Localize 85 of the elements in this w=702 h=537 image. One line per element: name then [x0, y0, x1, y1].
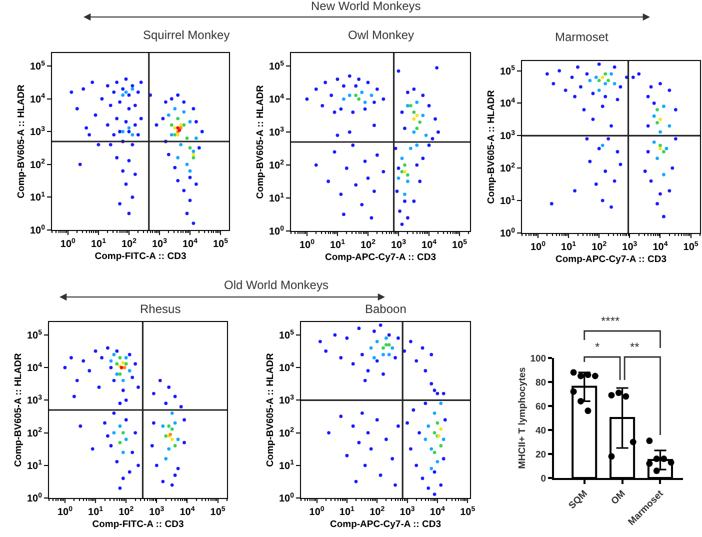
y-axis-title: Comp-BV605-A :: HLADR: [16, 84, 28, 198]
y-tick-label: 10$^{4}$: [268, 93, 284, 106]
x-tick-label: 10$^{3}$: [622, 240, 638, 253]
x-tick-label: 10$^{2}$: [592, 240, 607, 253]
x-tick-label: 10$^{0}$: [309, 506, 324, 518]
y-tick-label: 10$^{4}$: [278, 362, 294, 374]
text: *: [595, 340, 600, 354]
x-tick-label: 10$^{5}$: [452, 238, 468, 251]
y-tick-label: 10$^{2}$: [500, 162, 516, 175]
y-tick-label: 10$^{0}$: [30, 224, 46, 236]
y-tick-label: 10$^{4}$: [26, 362, 42, 374]
y-tick-label: 10$^{2}$: [30, 158, 46, 171]
y-axis-title: Comp-BV605-A :: HLADR: [486, 90, 498, 204]
y-axis-title: Comp-BV605-A :: HLADR: [265, 353, 276, 467]
x-tick-label: 10$^{2}$: [370, 506, 385, 518]
x-axis-title: Comp-APC-Cy7-A :: CD3: [330, 519, 442, 530]
y-tick-label: 10$^{2}$: [26, 427, 42, 440]
x-tick-label: 10$^{2}$: [118, 506, 134, 518]
x-tick-label: 10$^{5}$: [460, 506, 476, 518]
y-tick-label: 60: [536, 401, 546, 412]
y-tick-label: 10$^{1}$: [500, 194, 516, 208]
y-axis-title: Comp-BV605-A :: HLADR: [13, 353, 24, 467]
x-tick-label: 10$^{0}$: [60, 238, 76, 250]
text: New World Monkeys: [311, 0, 421, 13]
y-tick-label: 10$^{3}$: [500, 130, 516, 142]
y-tick-label: 10$^{1}$: [278, 460, 294, 472]
x-tick-label: 10$^{4}$: [180, 506, 195, 518]
x-tick-label: 10$^{1}$: [561, 240, 576, 253]
y-tick-label: 40: [536, 425, 546, 436]
y-tick-label: 10$^{1}$: [268, 192, 284, 205]
chart-title: Owl Monkey: [348, 28, 414, 42]
x-tick-label: 10$^{4}$: [652, 240, 668, 253]
y-tick-label: 10$^{0}$: [268, 225, 284, 238]
x-tick-label: 10$^{5}$: [210, 506, 226, 518]
y-tick-label: 10$^{3}$: [268, 126, 284, 139]
x-tick-label: 10$^{1}$: [339, 506, 355, 518]
y-axis-title: MHCII+ T lymphocytes: [516, 367, 528, 469]
text: Old World Monkeys: [224, 278, 328, 292]
x-tick-label: 10$^{0}$: [57, 506, 73, 518]
y-tick-label: 10$^{5}$: [268, 60, 284, 73]
text: **: [630, 340, 640, 354]
x-tick-label: 10$^{5}$: [683, 240, 698, 253]
x-axis-title: Comp-APC-Cy7-A :: CD3: [555, 254, 667, 266]
chart-title: Squirrel Monkey: [143, 28, 230, 42]
x-tick-label: 10$^{4}$: [430, 506, 446, 518]
y-tick-label: 10$^{3}$: [30, 126, 46, 138]
x-tick-label: 10$^{0}$: [299, 238, 315, 251]
y-tick-label: 10$^{2}$: [278, 427, 294, 440]
x-tick-label: 10$^{1}$: [330, 238, 346, 251]
x-axis-title: Comp-APC-Cy7-A :: CD3: [324, 252, 436, 264]
x-tick-label: 10$^{4}$: [182, 238, 198, 250]
y-axis-title: Comp-BV605-A :: HLADR: [255, 85, 266, 199]
x-tick-label: 10$^{3}$: [390, 238, 406, 251]
y-tick-label: 10$^{5}$: [278, 329, 294, 342]
y-tick-label: 10$^{4}$: [500, 98, 516, 110]
y-tick-label: 0: [540, 473, 546, 484]
x-tick-label: 10$^{4}$: [422, 238, 437, 251]
x-tick-label: 10$^{2}$: [360, 238, 376, 251]
y-tick-label: 80: [536, 377, 546, 388]
chart-title: Marmoset: [555, 30, 610, 44]
x-tick-label: 10$^{3}$: [152, 238, 168, 250]
y-tick-label: 10$^{5}$: [500, 65, 516, 78]
y-tick-label: 10$^{3}$: [26, 394, 42, 407]
y-tick-label: 10$^{4}$: [30, 93, 46, 106]
x-tick-label: 10$^{2}$: [121, 238, 137, 250]
x-tick-label: 10$^{5}$: [212, 238, 228, 250]
x-tick-label: 10$^{3}$: [400, 506, 415, 518]
chart-title: Rhesus: [140, 302, 181, 316]
y-tick-label: 10$^{1}$: [30, 192, 46, 204]
y-tick-label: 10$^{5}$: [26, 329, 42, 342]
x-tick-label: 10$^{1}$: [88, 506, 104, 518]
y-tick-label: 10$^{0}$: [500, 227, 516, 240]
y-tick-label: 100: [530, 353, 546, 364]
y-tick-label: 10$^{5}$: [30, 60, 46, 73]
x-tick-label: 10$^{1}$: [90, 238, 106, 250]
text: ****: [601, 314, 620, 328]
x-tick-label: OM: [609, 488, 628, 507]
y-tick-label: 10$^{3}$: [278, 394, 294, 407]
y-tick-label: 10$^{2}$: [268, 159, 284, 172]
x-axis-title: Comp-FITC-A :: CD3: [92, 519, 184, 530]
y-tick-label: 20: [536, 449, 546, 460]
chart-title: Baboon: [365, 302, 406, 316]
x-tick-label: 10$^{3}$: [149, 506, 164, 518]
x-axis-title: Comp-FITC-A :: CD3: [94, 251, 186, 262]
y-tick-label: 10$^{1}$: [26, 460, 42, 472]
